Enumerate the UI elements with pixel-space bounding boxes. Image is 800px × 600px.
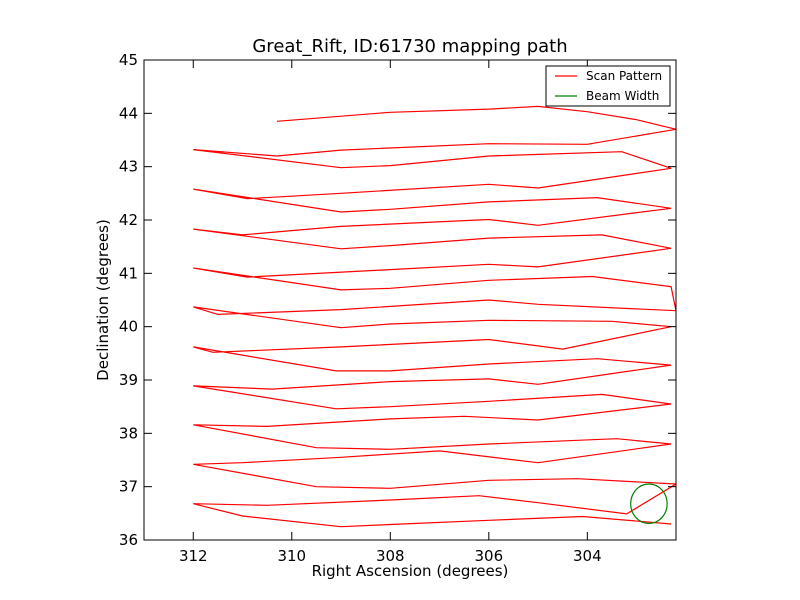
beam-width-circle xyxy=(630,483,668,525)
y-tick-label: 39 xyxy=(119,371,138,389)
x-tick-label: 304 xyxy=(573,547,602,565)
y-tick-label: 43 xyxy=(119,158,138,176)
y-tick-label: 45 xyxy=(119,51,138,69)
y-tick-label: 40 xyxy=(119,318,138,336)
x-tick-label: 306 xyxy=(474,547,503,565)
y-axis-label: Declination (degrees) xyxy=(94,219,112,381)
plot-frame xyxy=(143,59,677,541)
plot-background xyxy=(144,60,676,540)
scan-pattern-line xyxy=(193,105,676,528)
y-tick-label: 36 xyxy=(119,531,138,549)
series-layer xyxy=(193,105,676,528)
x-axis-label: Right Ascension (degrees) xyxy=(312,562,509,580)
legend-box xyxy=(545,65,671,107)
y-tick-label: 37 xyxy=(119,478,138,496)
y-tick-label: 38 xyxy=(119,424,138,442)
x-tick-label: 308 xyxy=(376,547,405,565)
y-tick-label: 42 xyxy=(119,211,138,229)
chart-title: Great_Rift, ID:61730 mapping path xyxy=(252,36,567,57)
y-tick-label: 41 xyxy=(119,264,138,282)
legend-label-scan: Scan Pattern xyxy=(586,69,662,83)
legend: Scan Pattern Beam Width xyxy=(545,65,671,107)
x-tick-label: 312 xyxy=(179,547,208,565)
ticks-layer: 312 310 308 306 304 36 37 38 39 40 41 42 43 44 45 xyxy=(119,51,676,565)
plot-area: 312 310 308 306 304 36 37 38 39 40 41 42 43 44 45 xyxy=(119,51,677,565)
y-tick-label: 44 xyxy=(119,104,138,122)
x-tick-label: 310 xyxy=(277,547,306,565)
legend-label-beam: Beam Width xyxy=(586,89,659,103)
